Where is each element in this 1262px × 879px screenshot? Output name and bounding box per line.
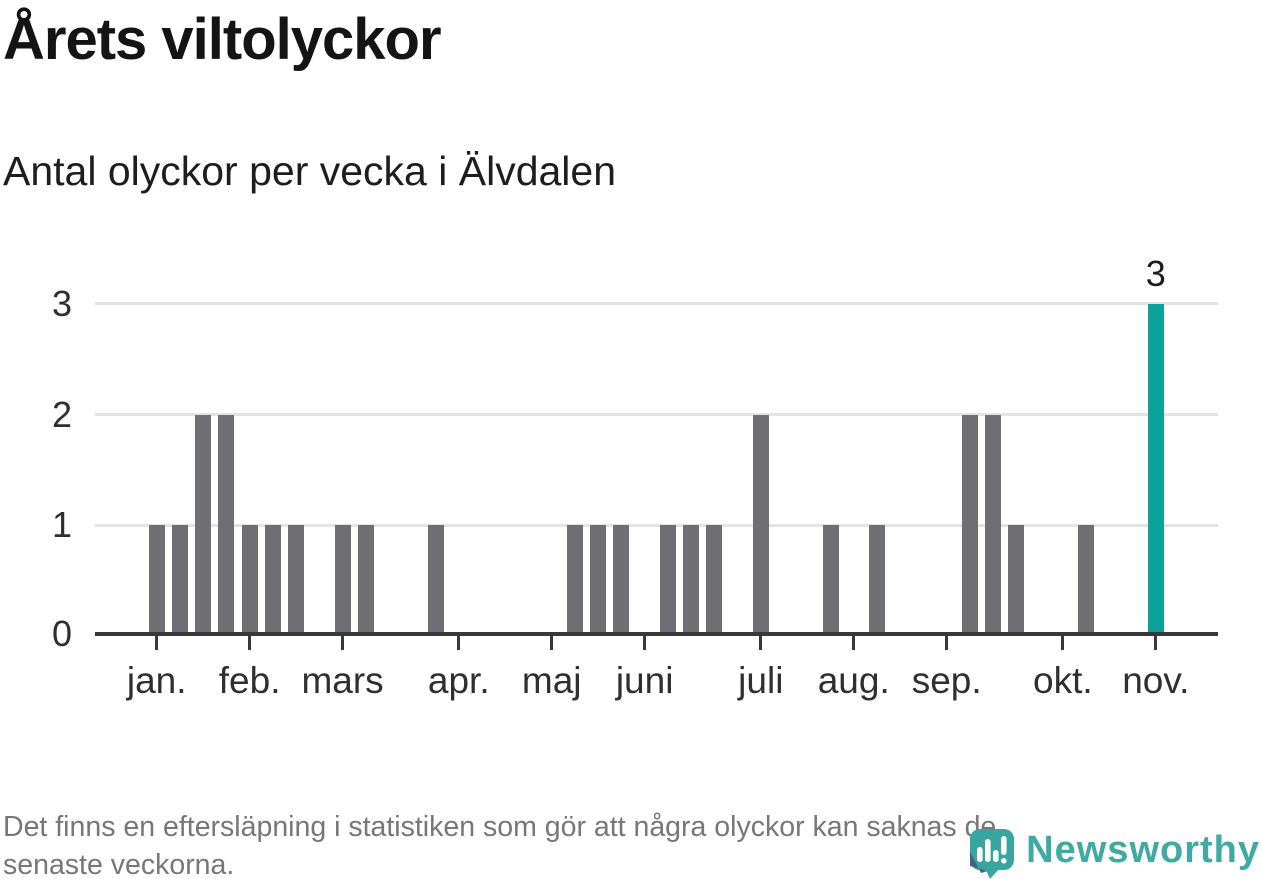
gridline-y2 — [95, 413, 1218, 417]
x-axis-label-maj: maj — [521, 660, 582, 701]
x-axis-tick-feb — [248, 636, 252, 650]
x-axis-label-aug: aug. — [817, 660, 890, 701]
x-axis-tick-juni — [643, 636, 647, 650]
x-axis-label-nov: nov. — [1122, 660, 1190, 701]
bar-week-37 — [985, 414, 1002, 636]
gridline-y3 — [95, 302, 1218, 306]
bar-week-27 — [752, 414, 769, 636]
bar-week-30 — [822, 525, 839, 636]
bar-week-4 — [218, 414, 235, 636]
bar-week-32 — [868, 525, 885, 636]
bar-week-9 — [334, 525, 351, 636]
footer-note-line: Det finns en eftersläpning i statistiken… — [3, 811, 997, 843]
x-axis-tick-okt — [1061, 636, 1065, 650]
x-axis-label-okt: okt. — [1033, 660, 1093, 701]
footer-note-line: senaste veckorna. — [3, 848, 235, 879]
bar-week-3 — [195, 414, 212, 636]
x-axis-line — [95, 632, 1218, 636]
bar-week-36 — [961, 414, 978, 636]
bar-week-5 — [241, 525, 258, 636]
x-axis-label-apr: apr. — [427, 660, 490, 701]
bar-value-label: 3 — [1145, 253, 1166, 294]
bar-week-41 — [1078, 525, 1095, 636]
x-axis-tick-nov — [1154, 636, 1158, 650]
bar-week-20 — [590, 525, 607, 636]
y-axis-label-1: 1 — [51, 504, 72, 546]
x-axis-tick-apr — [457, 636, 461, 650]
x-axis-tick-jan — [155, 636, 159, 650]
bar-week-7 — [288, 525, 305, 636]
newsworthy-wordmark: Newsworthy — [1026, 829, 1260, 871]
x-axis-label-juni: juni — [615, 660, 674, 701]
bar-week-6 — [264, 525, 281, 636]
bar-week-2 — [171, 525, 188, 636]
newsworthy-icon — [970, 829, 1015, 879]
bar-week-25 — [706, 525, 723, 636]
gridline-y1 — [95, 523, 1218, 527]
y-axis-label-2: 2 — [51, 393, 72, 435]
x-axis-tick-juli — [759, 636, 763, 650]
chart-title: Årets viltolyckor — [3, 7, 442, 72]
x-axis-label-jan: jan. — [126, 660, 187, 701]
x-axis-tick-sep — [945, 636, 949, 650]
y-axis-label-0: 0 — [51, 613, 72, 654]
x-axis-tick-aug — [852, 636, 856, 650]
chart-subtitle: Antal olyckor per vecka i Älvdalen — [3, 148, 617, 194]
bar-week-23 — [659, 525, 676, 636]
footer-note: Det finns en eftersläpning i statistiken… — [3, 809, 1262, 879]
bar-week-21 — [613, 525, 630, 636]
highlighted-bar-week-44 — [1147, 303, 1164, 636]
x-axis-label-feb: feb. — [218, 660, 281, 701]
x-axis-label-mars: mars — [301, 660, 384, 701]
x-axis-label-sep: sep. — [911, 660, 982, 701]
bar-week-10 — [357, 525, 374, 636]
y-axis-label-3: 3 — [51, 282, 72, 324]
newsworthy-logo: Newsworthy — [962, 821, 1260, 879]
bar-week-19 — [566, 525, 583, 636]
x-axis-tick-mars — [341, 636, 345, 650]
x-axis-label-juli: juli — [738, 660, 784, 701]
bar-week-1 — [148, 525, 165, 636]
x-axis-tick-maj — [550, 636, 554, 650]
bar-week-38 — [1008, 525, 1025, 636]
bar-week-13 — [427, 525, 444, 636]
bar-week-24 — [683, 525, 700, 636]
